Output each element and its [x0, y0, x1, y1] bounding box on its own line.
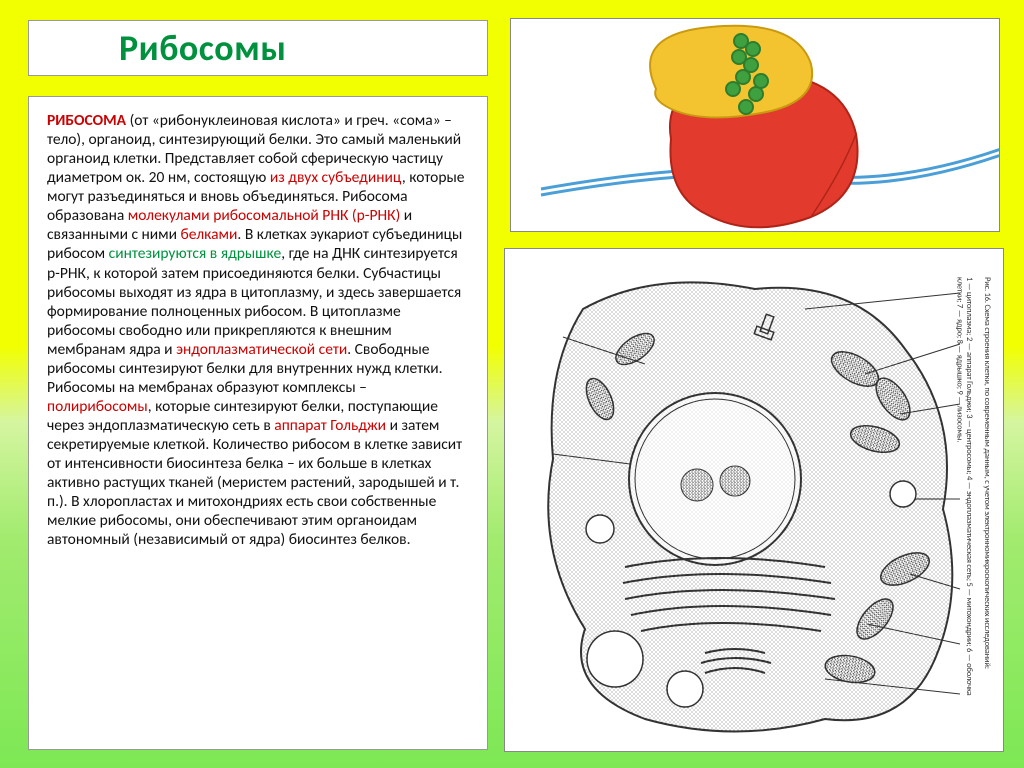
small-subunit	[650, 26, 812, 118]
body-paragraph: РИБОСОМА (от «рибонуклеиновая кислота» и…	[47, 111, 469, 549]
text-run: из двух субъединиц	[270, 168, 402, 187]
nucleolus	[681, 469, 713, 501]
cell-figure: 1 — цитоплазма; 2 — аппарат Гольджи; 3 —…	[504, 248, 1004, 752]
cell-caption-legend: 1 — цитоплазма; 2 — аппарат Гольджи; 3 —…	[957, 277, 973, 717]
text-run: молекулами рибосомальной РНК (р-РНК)	[128, 206, 400, 225]
text-run: эндоплазматической сети	[176, 340, 347, 359]
text-run: синтезируются в ядрышке	[109, 244, 282, 263]
text-run: РИБОСОМА	[47, 111, 126, 130]
nucleolus-2	[720, 466, 750, 496]
text-run: аппарат Гольджи	[274, 416, 386, 435]
text-run: и затем секретируемые клеткой. Количеств…	[47, 416, 462, 549]
cell-caption-title: Рис. 16. Схема строения клетки, по совре…	[977, 277, 991, 717]
title-box: Рибосомы	[28, 20, 488, 76]
page-title: Рибосомы	[119, 26, 286, 70]
text-run: белками	[181, 225, 238, 244]
body-text-box: РИБОСОМА (от «рибонуклеиновая кислота» и…	[28, 96, 488, 750]
text-run: полирибосомы	[47, 397, 148, 416]
ribosome-figure	[510, 18, 1000, 232]
